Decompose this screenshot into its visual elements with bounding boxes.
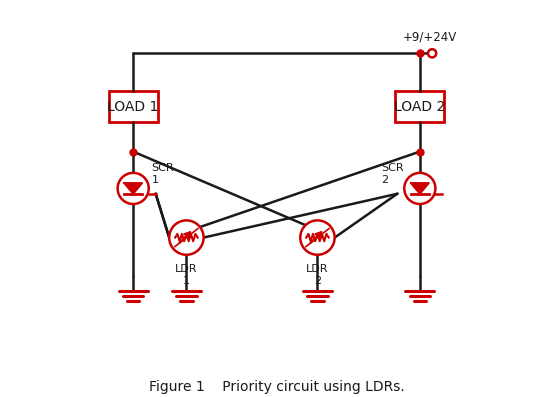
- Text: SCR
2: SCR 2: [381, 163, 404, 185]
- Circle shape: [404, 173, 435, 204]
- Polygon shape: [124, 183, 142, 194]
- Circle shape: [169, 220, 204, 255]
- FancyBboxPatch shape: [395, 91, 445, 122]
- Circle shape: [428, 49, 436, 58]
- Circle shape: [118, 173, 149, 204]
- Text: LDR
1: LDR 1: [175, 264, 197, 286]
- Text: LDR
2: LDR 2: [306, 264, 328, 286]
- Text: SCR
1: SCR 1: [152, 163, 174, 185]
- Text: LOAD 1: LOAD 1: [107, 100, 159, 114]
- Text: Figure 1    Priority circuit using LDRs.: Figure 1 Priority circuit using LDRs.: [149, 380, 404, 394]
- FancyBboxPatch shape: [108, 91, 158, 122]
- Polygon shape: [411, 183, 429, 194]
- Text: LOAD 2: LOAD 2: [394, 100, 446, 114]
- Text: +9/+24V: +9/+24V: [403, 30, 457, 43]
- Circle shape: [300, 220, 335, 255]
